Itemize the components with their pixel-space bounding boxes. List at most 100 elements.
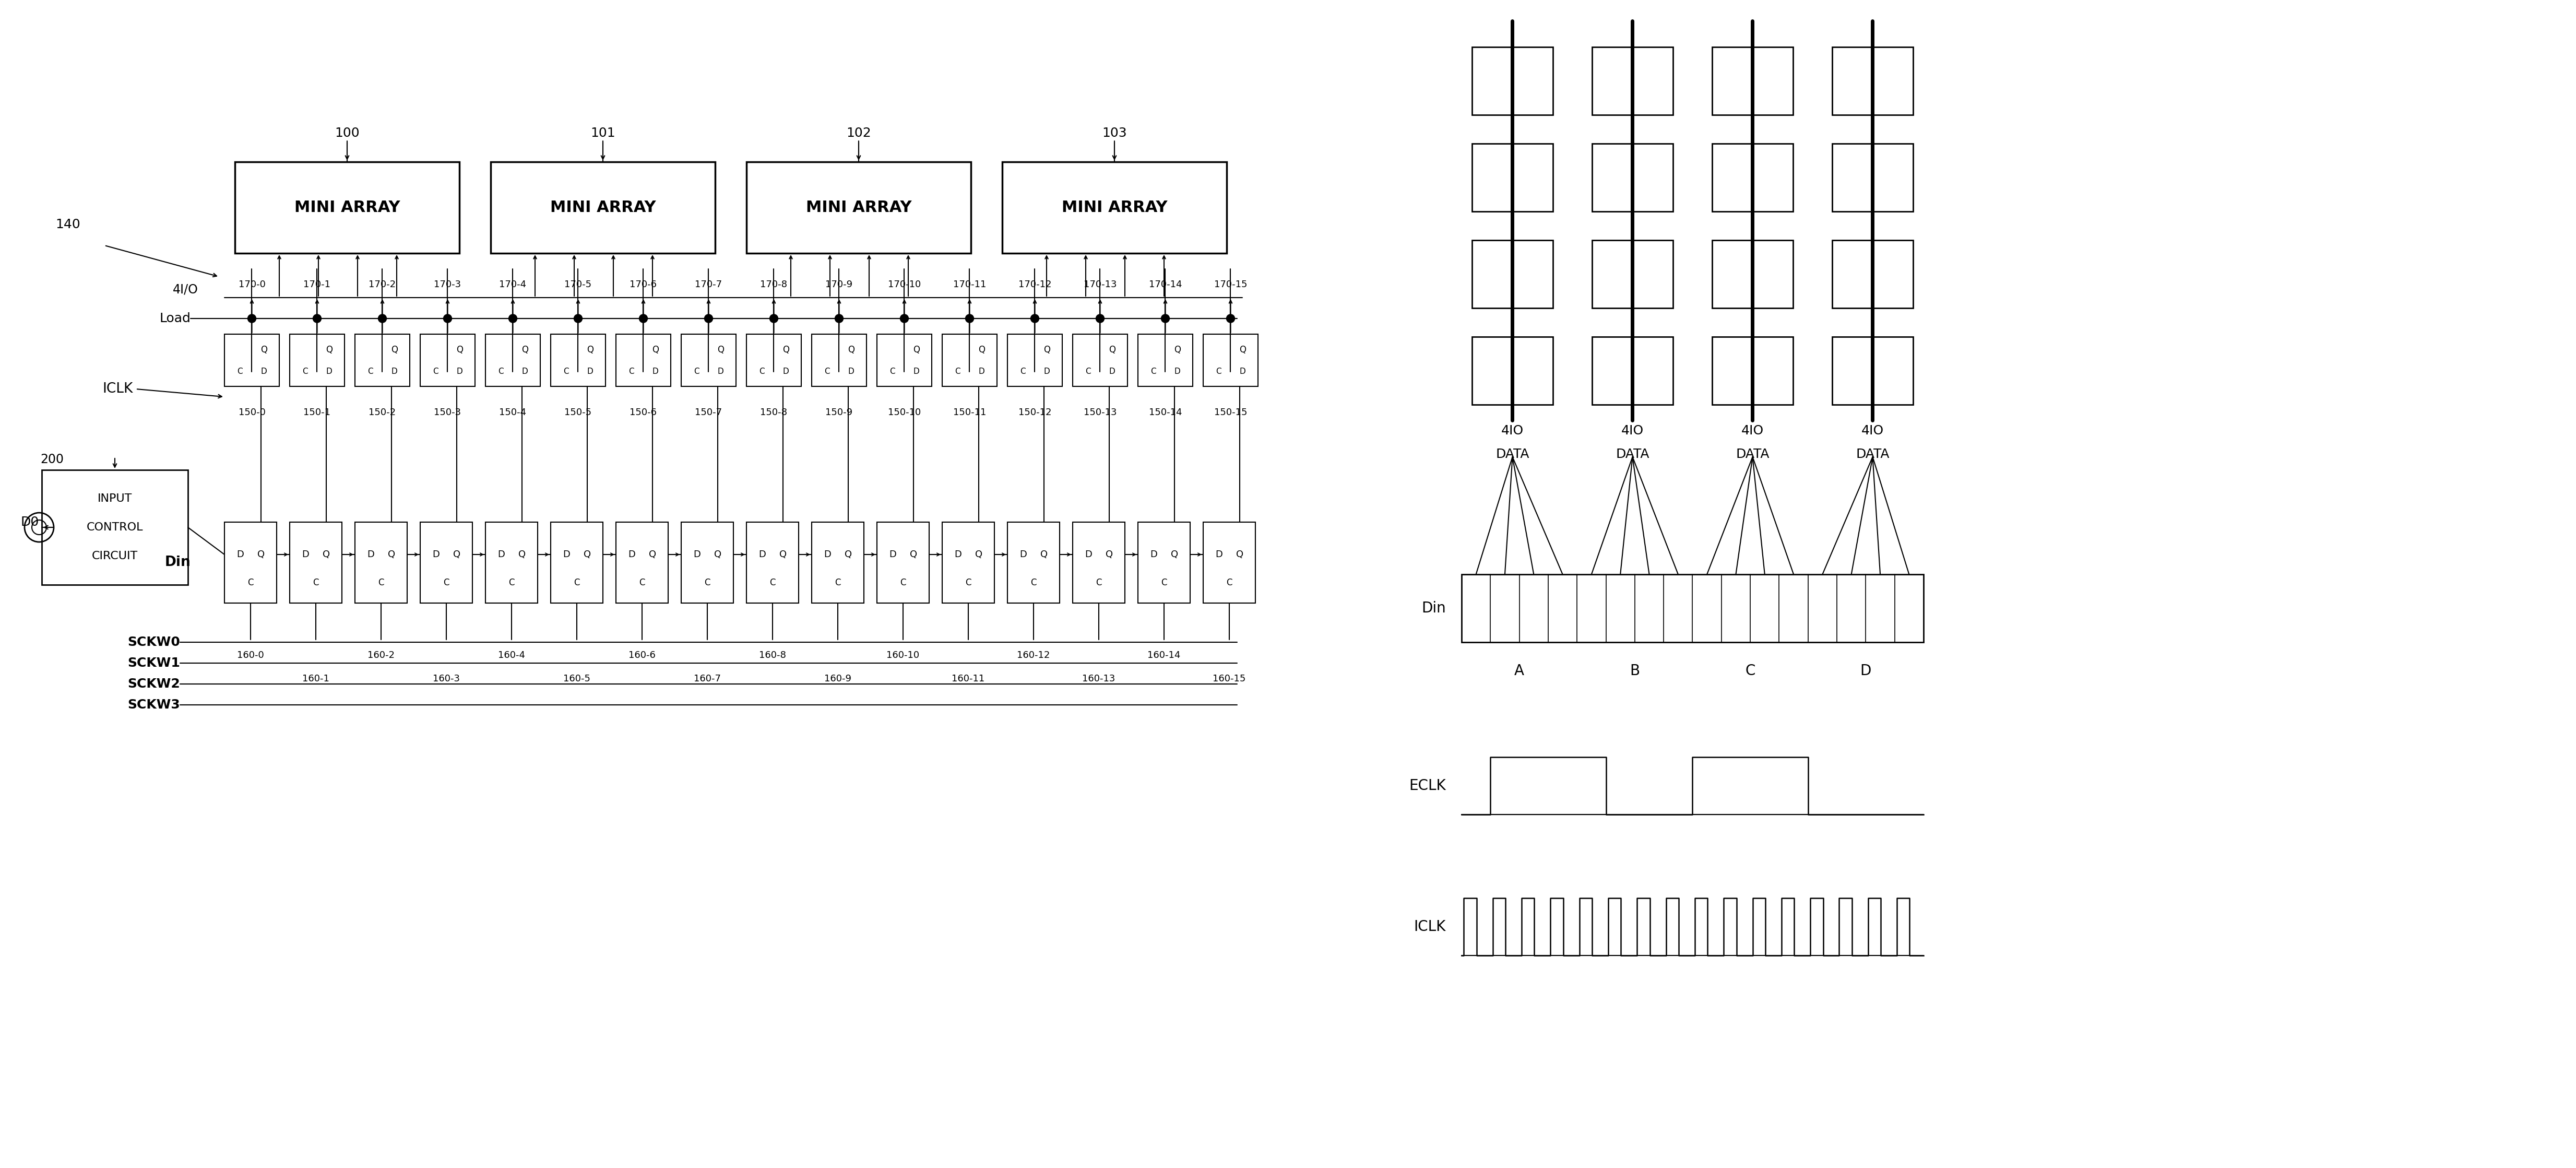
Text: CONTROL: CONTROL (88, 522, 144, 533)
Text: Q: Q (848, 345, 855, 355)
Text: 150-14: 150-14 (1149, 408, 1182, 417)
Bar (420, 334, 474, 387)
Text: 150-2: 150-2 (368, 408, 397, 417)
Bar (1713, 144, 1793, 211)
Text: 150-3: 150-3 (433, 408, 461, 417)
Circle shape (247, 314, 255, 322)
Text: 170-10: 170-10 (889, 280, 920, 290)
Text: 170-8: 170-8 (760, 280, 788, 290)
Text: C: C (966, 578, 971, 588)
Bar (1139, 334, 1193, 387)
Text: D: D (1043, 368, 1051, 376)
Text: Q: Q (781, 550, 786, 559)
Circle shape (639, 314, 647, 322)
Text: 170-11: 170-11 (953, 280, 987, 290)
Text: C: C (1216, 368, 1221, 376)
Text: Q: Q (976, 550, 981, 559)
Text: 170-3: 170-3 (433, 280, 461, 290)
Text: C: C (1084, 368, 1090, 376)
Text: D: D (562, 550, 569, 559)
Bar (811, 334, 866, 387)
Text: D: D (456, 368, 464, 376)
Text: MINI ARRAY: MINI ARRAY (1061, 200, 1167, 215)
Text: Q: Q (1170, 550, 1177, 559)
Bar (1832, 144, 1914, 211)
Text: 101: 101 (590, 127, 616, 139)
Bar (289, 334, 345, 387)
Bar (680, 522, 734, 603)
Text: D: D (1175, 368, 1180, 376)
Circle shape (1226, 314, 1234, 322)
Text: MINI ARRAY: MINI ARRAY (806, 200, 912, 215)
Text: 170-9: 170-9 (824, 280, 853, 290)
Bar (224, 522, 276, 603)
Text: 170-4: 170-4 (500, 280, 526, 290)
Text: Q: Q (652, 345, 659, 355)
Text: ICLK: ICLK (1414, 919, 1445, 934)
Text: 150-0: 150-0 (240, 408, 265, 417)
Circle shape (379, 314, 386, 322)
Text: 200: 200 (41, 453, 64, 466)
Text: C: C (433, 368, 438, 376)
Text: D: D (1084, 550, 1092, 559)
Text: D: D (497, 550, 505, 559)
Text: 150-4: 150-4 (500, 408, 526, 417)
Bar (1832, 47, 1914, 114)
Bar (1592, 144, 1672, 211)
Text: INPUT: INPUT (98, 493, 131, 503)
Text: D: D (301, 550, 309, 559)
Text: C: C (379, 578, 384, 588)
Text: C: C (312, 578, 319, 588)
Text: 160-3: 160-3 (433, 674, 461, 683)
Text: Q: Q (520, 345, 528, 355)
Text: 170-7: 170-7 (696, 280, 721, 290)
Text: 170-15: 170-15 (1213, 280, 1247, 290)
Text: Q: Q (392, 345, 397, 355)
Text: 4IO: 4IO (1502, 424, 1525, 437)
Text: 150-8: 150-8 (760, 408, 788, 417)
Text: Load: Load (160, 312, 191, 325)
Text: D: D (260, 368, 268, 376)
Text: 150-1: 150-1 (304, 408, 330, 417)
Text: Q: Q (714, 550, 721, 559)
Text: D: D (783, 368, 788, 376)
Text: C: C (770, 578, 775, 588)
Text: 160-14: 160-14 (1146, 651, 1180, 660)
Bar (1461, 575, 1924, 642)
Text: SCKW2: SCKW2 (126, 677, 180, 690)
Text: C: C (1095, 578, 1103, 588)
Text: DATA: DATA (1855, 449, 1888, 460)
Text: C: C (889, 368, 894, 376)
Text: C: C (1744, 663, 1754, 679)
Text: Din: Din (165, 556, 191, 569)
Text: 150-7: 150-7 (696, 408, 721, 417)
Text: Q: Q (1236, 550, 1244, 559)
Text: C: C (564, 368, 569, 376)
Text: DATA: DATA (1497, 449, 1530, 460)
Bar (484, 522, 538, 603)
Text: 170-0: 170-0 (240, 280, 265, 290)
Text: D: D (1020, 550, 1028, 559)
Text: 150-5: 150-5 (564, 408, 592, 417)
Text: D: D (979, 368, 984, 376)
Circle shape (966, 314, 974, 322)
Circle shape (312, 314, 322, 322)
Text: 160-4: 160-4 (497, 651, 526, 660)
Bar (747, 162, 971, 253)
Text: Q: Q (1041, 550, 1048, 559)
Text: 150-15: 150-15 (1213, 408, 1247, 417)
Text: MINI ARRAY: MINI ARRAY (294, 200, 399, 215)
Circle shape (443, 314, 451, 322)
Circle shape (1030, 314, 1038, 322)
Text: Q: Q (456, 345, 464, 355)
Text: C: C (703, 578, 711, 588)
Text: C: C (1030, 578, 1036, 588)
Text: 170-6: 170-6 (629, 280, 657, 290)
Text: C: C (507, 578, 515, 588)
Text: D: D (693, 550, 701, 559)
Bar (943, 522, 994, 603)
Text: D: D (1860, 663, 1870, 679)
Text: 160-8: 160-8 (760, 651, 786, 660)
Text: Q: Q (845, 550, 853, 559)
Bar (943, 334, 997, 387)
